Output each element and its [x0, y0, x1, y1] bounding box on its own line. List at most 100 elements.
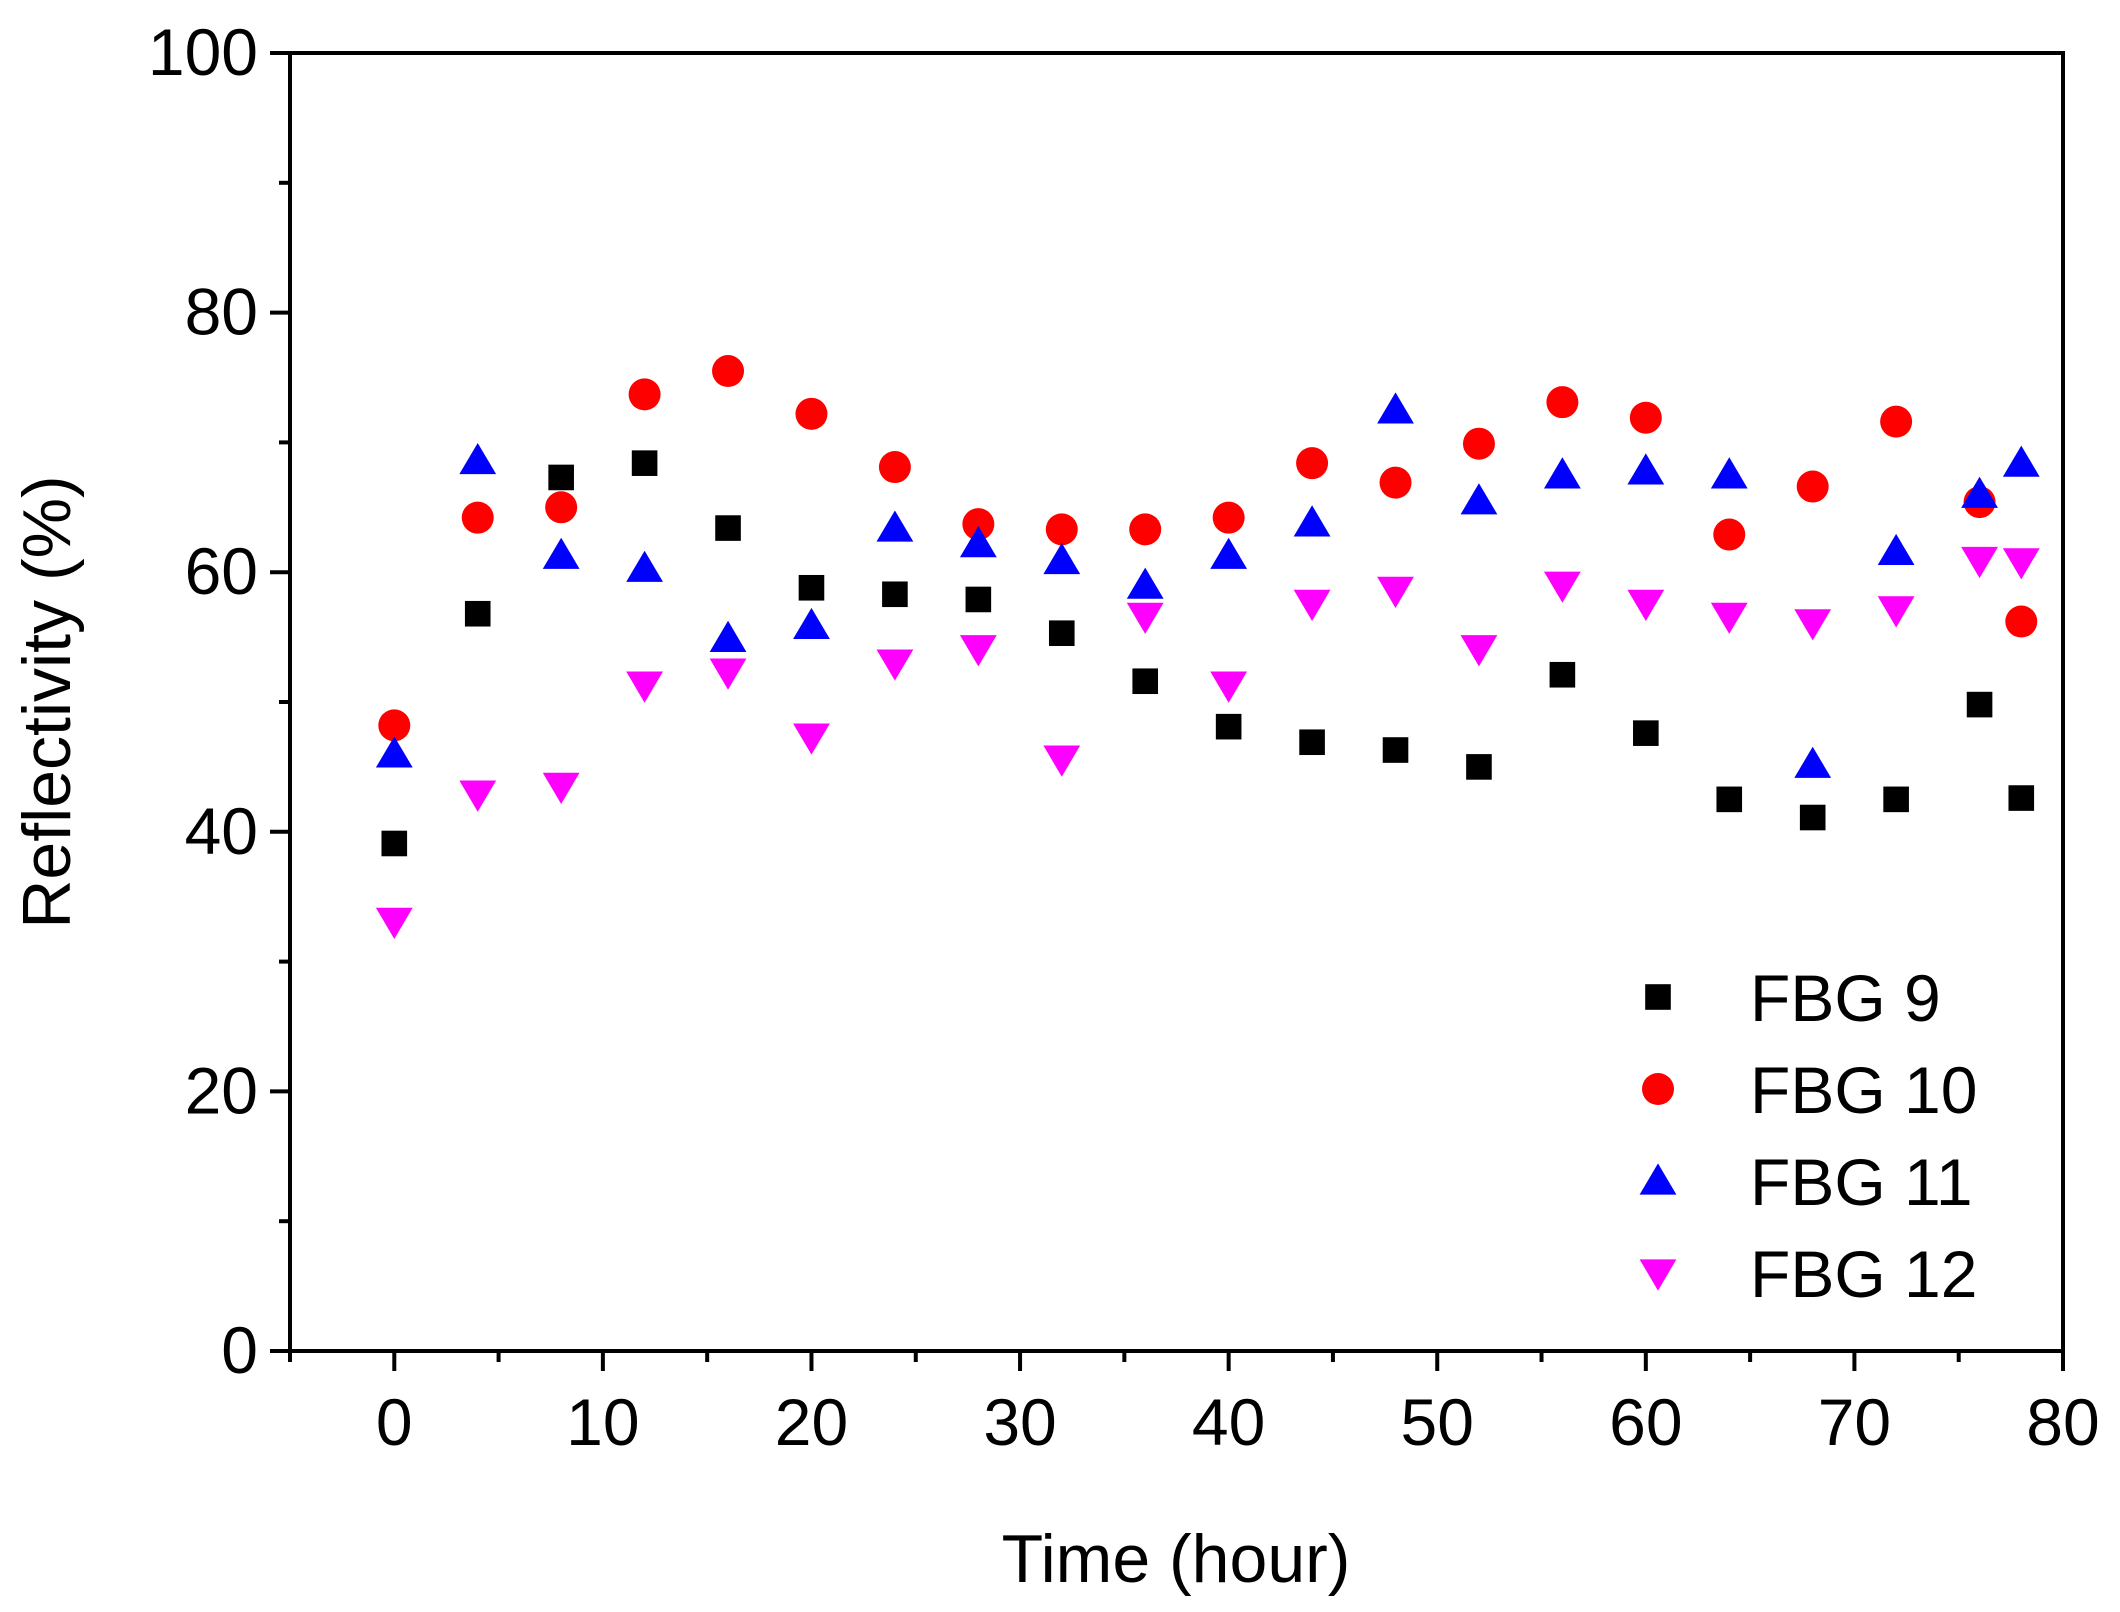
- data-point: [2008, 785, 2035, 811]
- data-point: [1382, 737, 1409, 763]
- data-points: [375, 355, 2040, 939]
- y-tick-label: 20: [185, 1053, 258, 1127]
- data-point: [542, 772, 580, 804]
- data-point: [631, 450, 658, 476]
- data-point: [882, 581, 908, 608]
- x-axis-title: Time (hour): [1002, 1521, 1351, 1597]
- data-point: [876, 649, 914, 681]
- data-point: [1043, 542, 1081, 575]
- data-point: [459, 780, 497, 812]
- data-point: [1794, 746, 1832, 778]
- series-fbg-10: [378, 355, 2038, 742]
- legend-item: FBG 11: [1639, 1145, 1973, 1219]
- x-tick-label: 20: [775, 1385, 848, 1459]
- y-tick-label: 60: [185, 534, 258, 608]
- legend-item: FBG 12: [1639, 1237, 1977, 1311]
- x-tick-label: 40: [1192, 1385, 1265, 1459]
- data-point: [1629, 401, 1662, 434]
- data-point: [1880, 405, 1913, 438]
- legend-marker: [1642, 1073, 1674, 1105]
- data-point: [959, 635, 997, 667]
- data-point: [965, 586, 992, 613]
- data-point: [1126, 567, 1164, 599]
- legend-marker: [1645, 984, 1671, 1010]
- data-point: [1877, 533, 1915, 566]
- x-tick-label: 10: [566, 1385, 639, 1459]
- series-fbg-11: [375, 392, 2040, 778]
- x-tick-label: 60: [1609, 1385, 1682, 1459]
- data-point: [715, 515, 741, 541]
- data-point: [548, 464, 574, 491]
- data-point: [878, 451, 911, 484]
- data-point: [1043, 745, 1081, 777]
- data-point: [461, 501, 494, 534]
- data-point: [1132, 668, 1159, 695]
- legend-label: FBG 9: [1750, 961, 1941, 1035]
- data-point: [1460, 635, 1498, 667]
- legend: FBG 9 FBG 10 FBG 11 FBG 12: [1639, 961, 1977, 1311]
- data-point: [2005, 605, 2038, 638]
- data-point: [1716, 786, 1743, 813]
- data-point: [1546, 386, 1579, 419]
- data-point: [959, 526, 997, 558]
- data-point: [798, 574, 825, 601]
- data-point: [712, 355, 745, 388]
- legend-marker: [1639, 1259, 1677, 1291]
- data-point: [1543, 457, 1581, 489]
- data-point: [1212, 501, 1245, 534]
- data-point: [1210, 671, 1248, 703]
- data-point: [793, 607, 830, 640]
- data-point: [793, 723, 830, 755]
- data-point: [1462, 427, 1495, 460]
- data-point: [626, 550, 663, 582]
- data-point: [1126, 602, 1164, 634]
- legend-label: FBG 12: [1750, 1237, 1977, 1311]
- data-point: [1293, 589, 1331, 621]
- data-point: [1713, 518, 1746, 551]
- y-axis-ticks: 0 20 40 60 80 100: [148, 15, 290, 1387]
- data-point: [1961, 546, 1998, 579]
- data-point: [709, 620, 747, 652]
- data-point: [1710, 602, 1748, 634]
- data-point: [464, 600, 491, 627]
- data-point: [962, 508, 995, 541]
- data-point: [1299, 729, 1325, 756]
- data-point: [1710, 457, 1748, 489]
- data-point: [1627, 453, 1665, 485]
- series-fbg-9: [381, 450, 2035, 857]
- data-point: [795, 397, 828, 430]
- data-point: [1883, 786, 1909, 813]
- data-point: [1293, 505, 1331, 537]
- legend-label: FBG 11: [1750, 1145, 1973, 1219]
- y-tick-label: 40: [185, 794, 258, 868]
- y-tick-label: 80: [185, 275, 258, 349]
- data-point: [876, 510, 914, 542]
- data-point: [1799, 804, 1826, 831]
- data-point: [1377, 576, 1414, 608]
- legend-item: FBG 9: [1645, 961, 1941, 1035]
- series-fbg-12: [375, 546, 2040, 939]
- data-point: [1466, 754, 1492, 780]
- data-point: [1377, 392, 1414, 424]
- data-point: [1460, 483, 1498, 515]
- data-point: [2002, 548, 2040, 580]
- data-point: [1633, 720, 1659, 746]
- data-point: [1877, 596, 1915, 628]
- legend-item: FBG 10: [1642, 1053, 1977, 1127]
- legend-label: FBG 10: [1750, 1053, 1977, 1127]
- data-point: [1796, 470, 1829, 503]
- data-point: [1048, 620, 1075, 647]
- x-tick-label: 0: [376, 1385, 413, 1459]
- y-tick-label: 100: [148, 15, 258, 89]
- data-point: [626, 671, 663, 703]
- data-point: [542, 537, 580, 569]
- x-axis-ticks: 0 10 20 30 40 50 60 70 80: [288, 1351, 2100, 1459]
- data-point: [1549, 661, 1576, 688]
- data-point: [1543, 571, 1581, 603]
- x-tick-label: 50: [1401, 1385, 1474, 1459]
- data-point: [1379, 466, 1412, 499]
- data-point: [378, 709, 411, 742]
- data-point: [1627, 589, 1665, 621]
- x-tick-label: 80: [2026, 1385, 2099, 1459]
- data-point: [1794, 609, 1832, 641]
